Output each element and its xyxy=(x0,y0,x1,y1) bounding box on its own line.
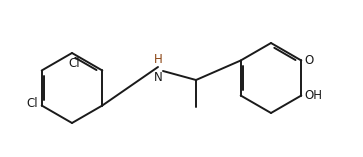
Text: Cl: Cl xyxy=(26,97,38,110)
Text: H: H xyxy=(154,53,162,66)
Text: O: O xyxy=(304,54,314,67)
Text: N: N xyxy=(154,71,162,84)
Text: Cl: Cl xyxy=(68,57,80,70)
Text: OH: OH xyxy=(304,89,322,102)
